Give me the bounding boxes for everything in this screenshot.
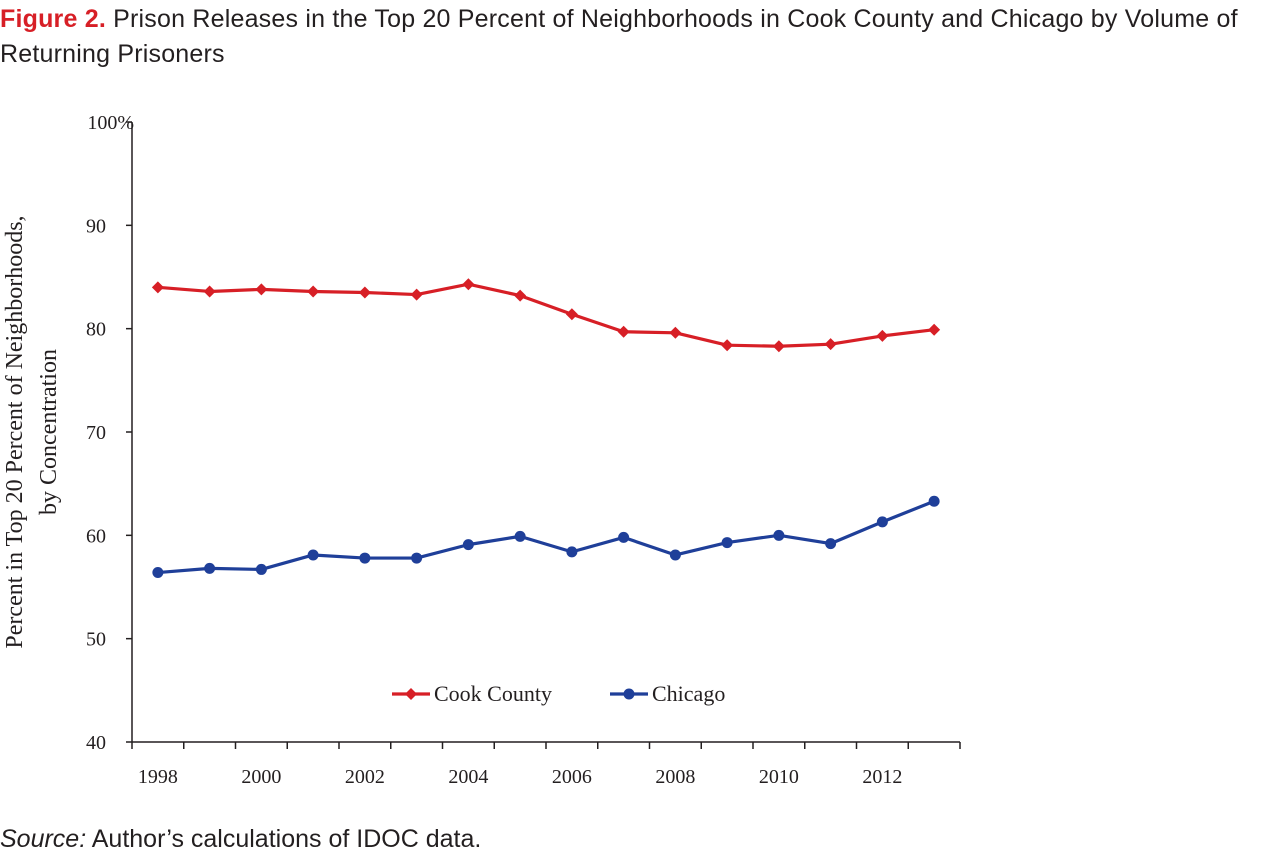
legend-label: Chicago bbox=[652, 681, 725, 706]
x-tick-label: 2006 bbox=[552, 766, 592, 788]
source-text: Author’s calculations of IDOC data. bbox=[91, 825, 482, 853]
figure-label: Figure 2. bbox=[0, 5, 106, 33]
data-point bbox=[410, 288, 423, 301]
data-point bbox=[307, 285, 320, 298]
y-tick-label: 60 bbox=[86, 525, 106, 547]
data-point bbox=[203, 285, 216, 298]
x-tick-label: 1998 bbox=[138, 766, 178, 788]
x-tick-label: 2002 bbox=[345, 766, 385, 788]
x-tick-label: 2004 bbox=[448, 766, 488, 788]
data-point bbox=[255, 563, 267, 575]
y-tick-label: 100% bbox=[87, 112, 134, 134]
data-point bbox=[617, 325, 630, 338]
data-point bbox=[928, 495, 940, 507]
series-line-cook-county bbox=[157, 282, 935, 348]
x-tick-label: 2012 bbox=[862, 766, 902, 788]
data-point bbox=[669, 326, 682, 339]
data-point bbox=[565, 308, 578, 321]
data-point bbox=[514, 530, 526, 542]
y-tick-label: 40 bbox=[86, 732, 106, 754]
data-point bbox=[721, 339, 734, 352]
data-point bbox=[618, 531, 630, 543]
data-point bbox=[825, 538, 837, 550]
legend-label: Cook County bbox=[434, 681, 552, 706]
figure-title-text: Prison Releases in the Top 20 Percent of… bbox=[0, 5, 1238, 68]
y-axis-title: Percent in Top 20 Percent of Neighborhoo… bbox=[2, 215, 28, 648]
data-point bbox=[151, 281, 164, 294]
data-point bbox=[204, 562, 216, 574]
data-point bbox=[876, 329, 889, 342]
source-note: Source: Author’s calculations of IDOC da… bbox=[0, 825, 481, 854]
y-tick-label: 70 bbox=[86, 422, 106, 444]
data-point bbox=[669, 549, 681, 561]
data-point bbox=[462, 539, 474, 551]
series-line-chicago bbox=[157, 499, 935, 575]
data-point bbox=[772, 340, 785, 353]
data-point bbox=[255, 283, 268, 296]
data-point bbox=[773, 529, 785, 541]
legend-marker bbox=[623, 688, 635, 700]
data-point bbox=[358, 286, 371, 299]
y-axis-title: by Concentration bbox=[36, 349, 62, 515]
data-point bbox=[566, 546, 578, 558]
x-tick-label: 2008 bbox=[655, 766, 695, 788]
data-point bbox=[876, 516, 888, 528]
y-tick-label: 90 bbox=[86, 215, 106, 237]
data-point bbox=[824, 338, 837, 351]
y-tick-label: 50 bbox=[86, 629, 106, 651]
data-point bbox=[152, 567, 164, 579]
y-tick-label: 80 bbox=[86, 319, 106, 341]
x-tick-label: 2010 bbox=[759, 766, 799, 788]
data-point bbox=[721, 537, 733, 549]
data-point bbox=[359, 552, 371, 564]
legend-marker bbox=[405, 688, 417, 700]
x-tick-label: 2000 bbox=[241, 766, 281, 788]
data-point bbox=[411, 552, 423, 564]
data-point bbox=[307, 549, 319, 561]
data-point bbox=[514, 289, 527, 302]
data-point bbox=[462, 278, 475, 291]
figure-title: Figure 2. Prison Releases in the Top 20 … bbox=[0, 2, 1280, 72]
source-label: Source: bbox=[0, 825, 87, 853]
data-point bbox=[928, 323, 941, 336]
